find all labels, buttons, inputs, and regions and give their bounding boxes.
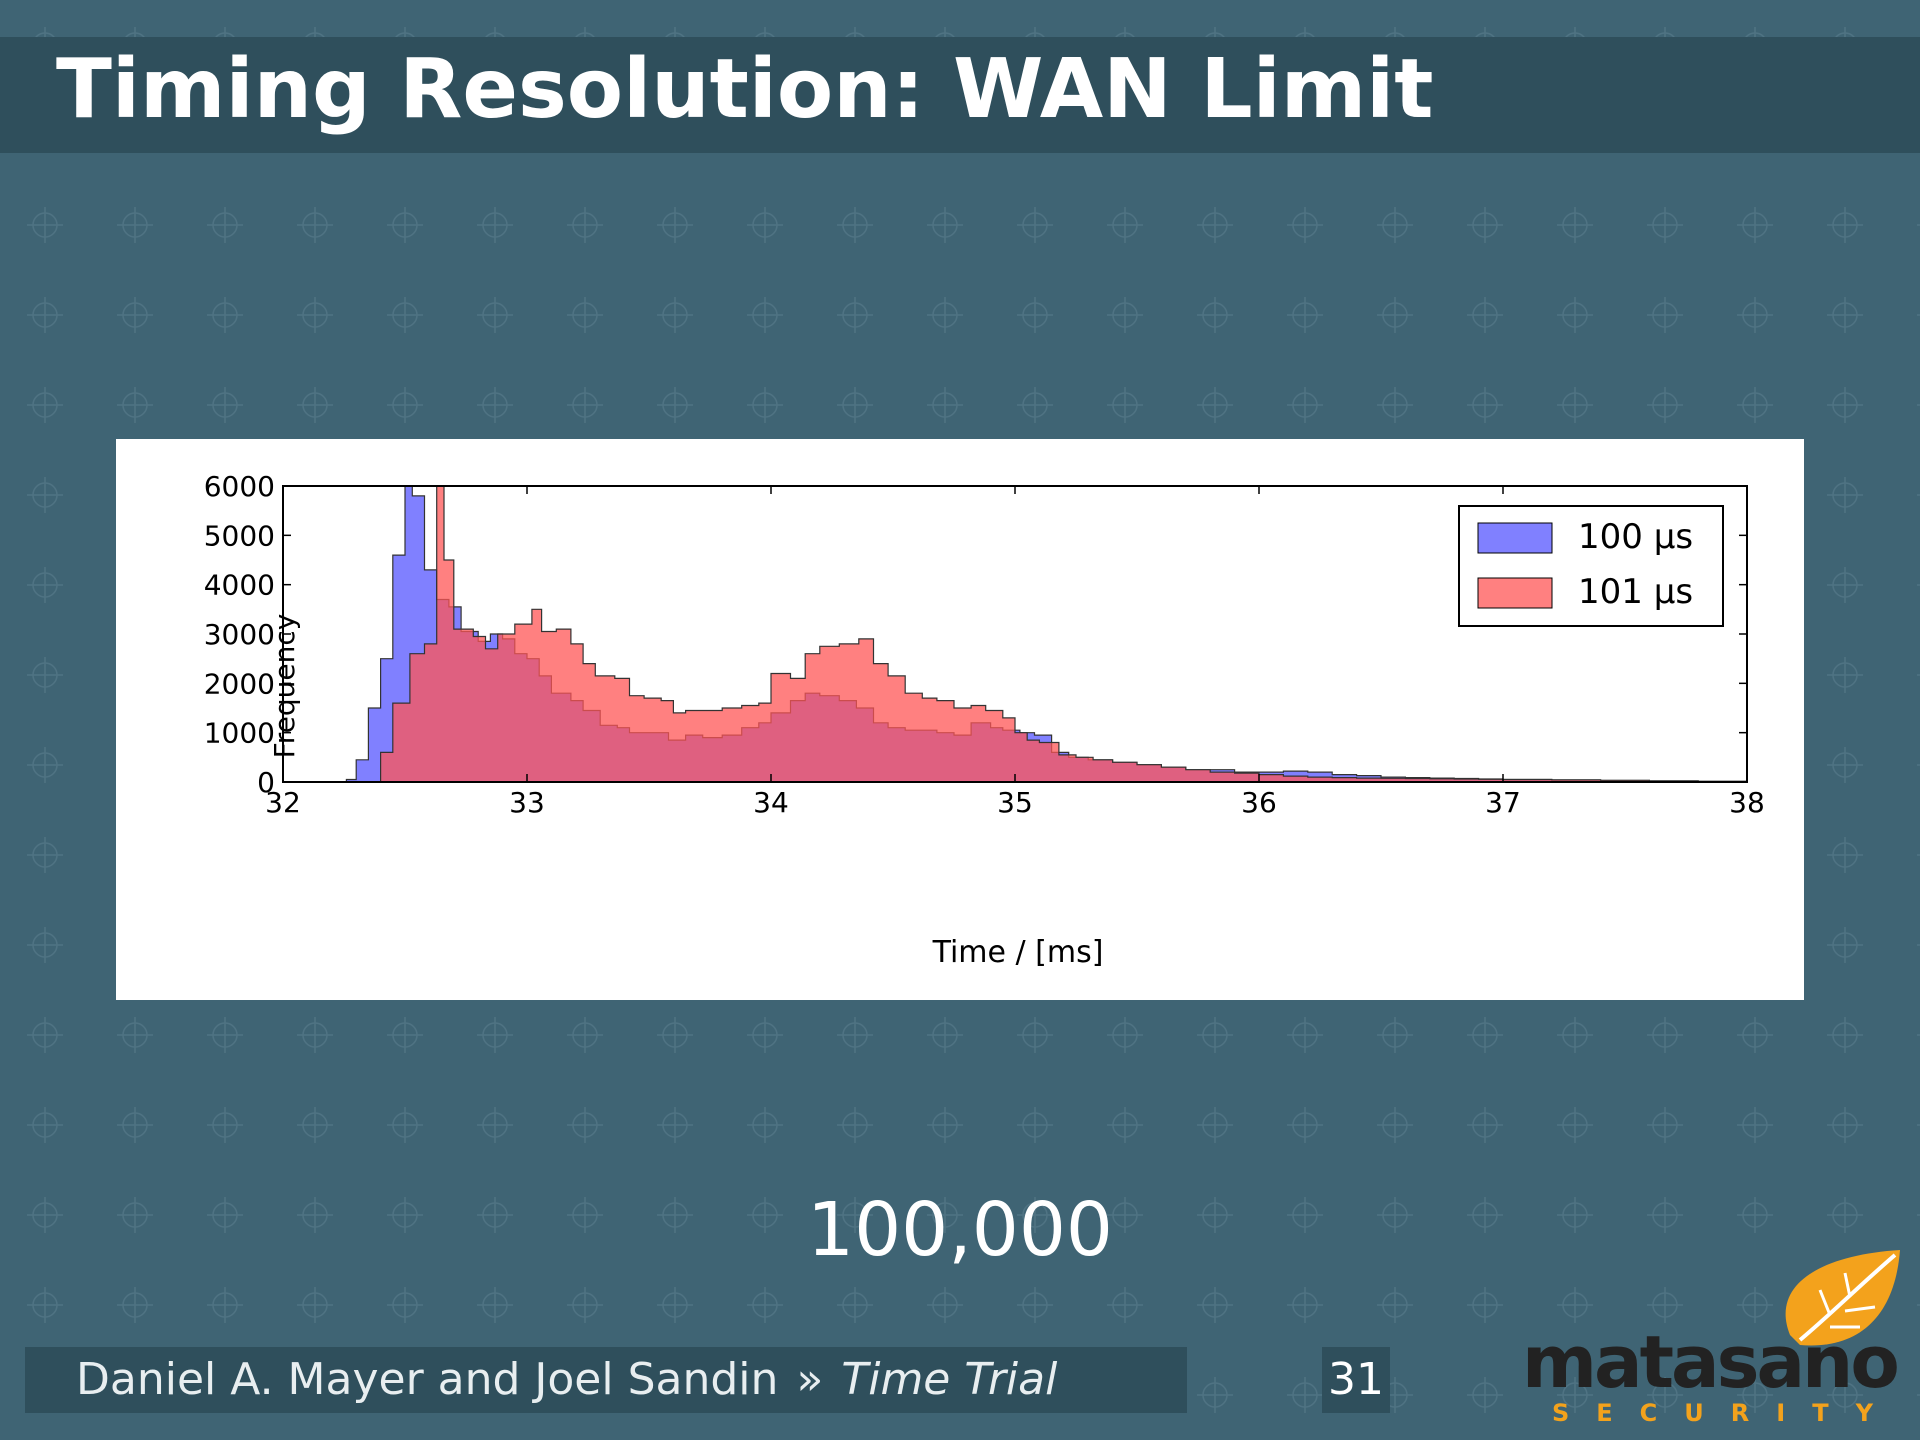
x-tick-label: 38 xyxy=(1729,786,1765,819)
legend-label-100us: 100 µs xyxy=(1578,517,1693,557)
x-axis-label: Time / [ms] xyxy=(932,935,1104,970)
leaf-icon xyxy=(1785,1250,1900,1346)
y-tick-label: 1000 xyxy=(204,717,275,750)
histogram-series-1 xyxy=(368,485,1748,783)
histogram-chart: 32 33 34 35 36 37 380100020003000400050006000 … xyxy=(204,470,1765,970)
ticks-layer: 32 33 34 35 36 37 38 0 1000 2000 3000 4000 5000 6000 xyxy=(204,470,1765,819)
footer-bar xyxy=(25,1347,1187,1413)
series-layer xyxy=(336,485,1748,783)
y-axis-label: Frequency xyxy=(268,614,301,759)
legend-swatch-101us xyxy=(1477,577,1553,609)
x-tick-label: 34 xyxy=(753,786,789,819)
footer-credits: Daniel A. Mayer and Joel Sandin » Time Tri… xyxy=(76,1347,1057,1413)
x-tick-label: 32 xyxy=(265,786,301,819)
y-tick-label: 6000 xyxy=(204,470,275,503)
page-number: 31 xyxy=(1322,1347,1390,1413)
x-tick-label: 37 xyxy=(1485,786,1521,819)
y-tick-label: 0 xyxy=(257,766,275,799)
logo-subtitle: SECURITY xyxy=(1552,1399,1900,1427)
y-tick-label: 3000 xyxy=(204,618,275,651)
y-tick-label: 4000 xyxy=(204,569,275,602)
chart-legend: 100 µs 101 µs xyxy=(1458,505,1724,627)
y-tick-label: 2000 xyxy=(204,667,275,700)
footer-separator: » xyxy=(796,1354,824,1405)
footer-authors: Daniel A. Mayer and Joel Sandin xyxy=(76,1354,779,1405)
y-tick-label: 5000 xyxy=(204,519,275,552)
legend-label-101us: 101 µs xyxy=(1578,572,1693,612)
footer-talk-title: Time Trial xyxy=(841,1354,1058,1405)
sample-count: 100,000 xyxy=(806,1187,1113,1273)
x-tick-label: 36 xyxy=(1241,786,1277,819)
logo-wordmark: matasano xyxy=(1522,1320,1900,1404)
legend-swatch-100us xyxy=(1477,522,1553,554)
title-bar xyxy=(0,37,1920,153)
slide-title: Timing Resolution: WAN Limit xyxy=(56,42,1434,137)
x-tick-label: 35 xyxy=(997,786,1033,819)
chart-panel: 32 33 34 35 36 37 38 0 1000 2000 3000 4000 5000 6000 … xyxy=(116,439,1804,1000)
x-tick-label: 33 xyxy=(509,786,545,819)
